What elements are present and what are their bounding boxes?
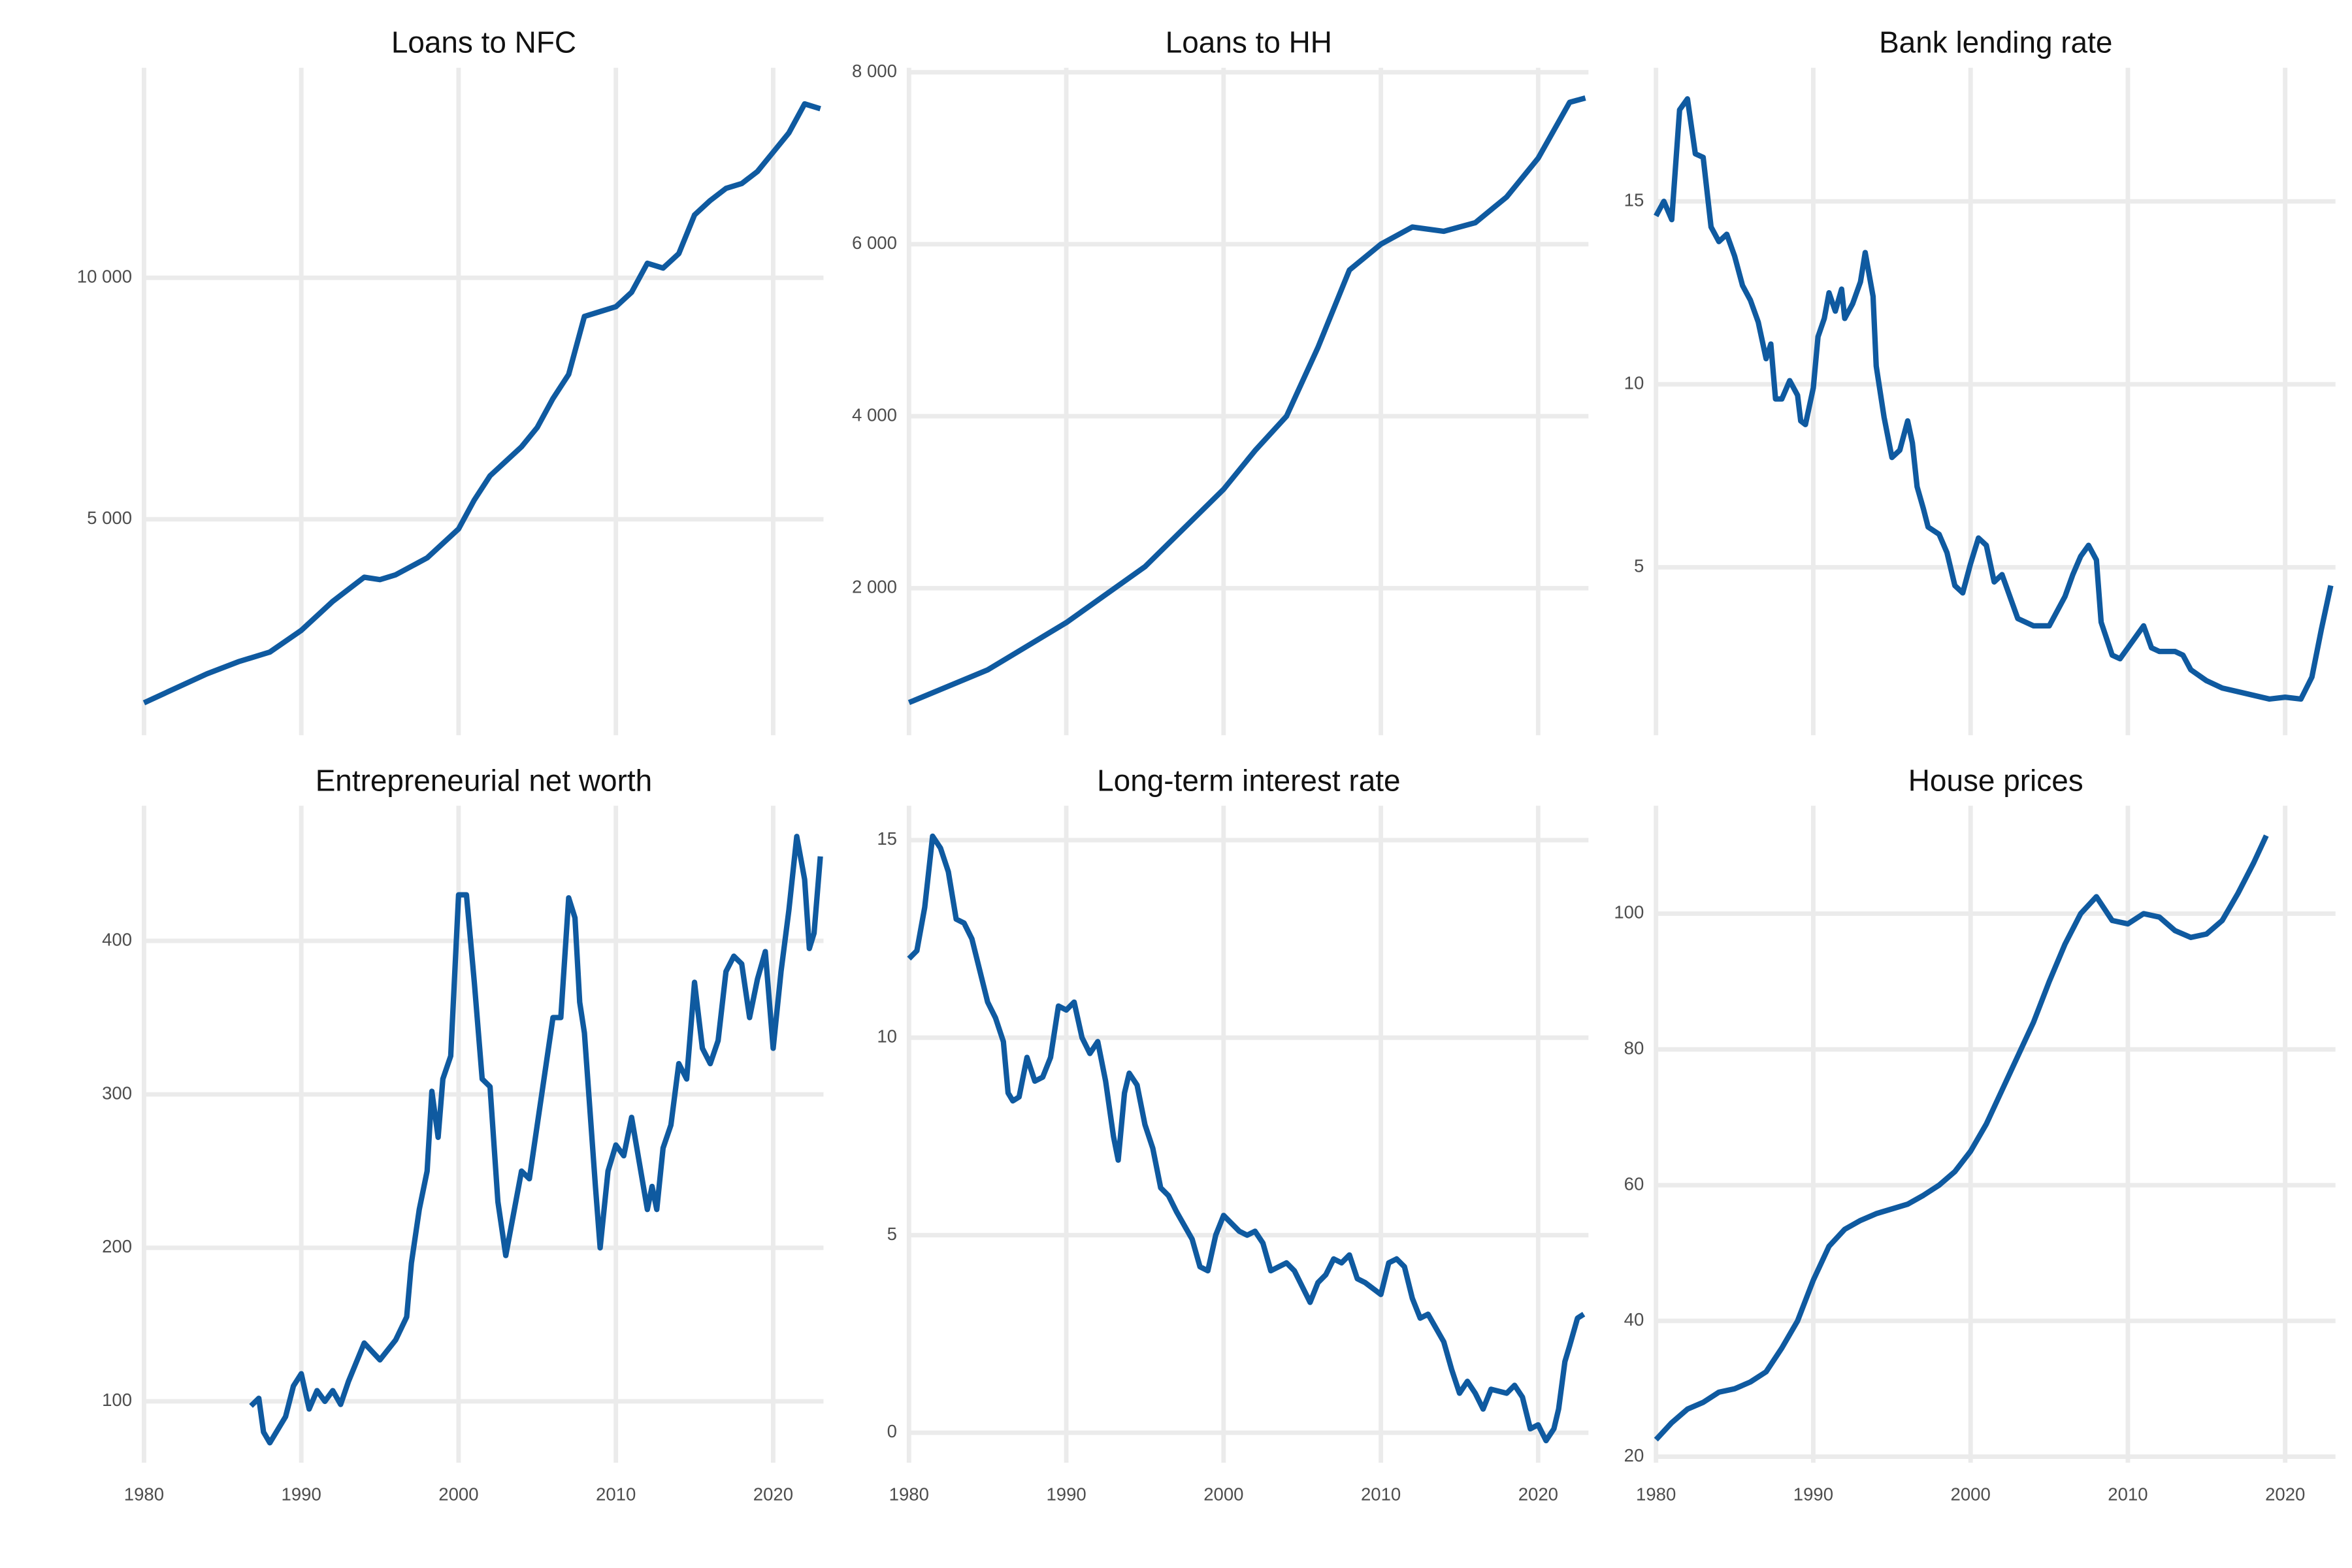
y-tick-label: 200 [102, 1236, 132, 1256]
panel: Entrepreneurial net worth 1980 1990 2000 201… [102, 763, 824, 1505]
y-tick-label: 300 [102, 1083, 132, 1103]
x-tick-label: 1980 [1636, 1484, 1676, 1505]
x-tick-label: 2020 [2265, 1484, 2305, 1505]
x-tick-label: 1990 [1046, 1484, 1086, 1505]
x-tick-label: 2010 [2108, 1484, 2148, 1505]
x-tick-label: 1980 [889, 1484, 929, 1505]
panel-title: Bank lending rate [1879, 25, 2112, 59]
y-tick-label: 15 [877, 828, 897, 849]
panel: Long-term interest rate 1980 1990 2000 2010 2… [877, 763, 1589, 1505]
y-tick-label: 2 000 [852, 577, 897, 597]
y-tick-label: 5 000 [87, 508, 132, 528]
data-line [249, 834, 823, 1446]
panel-title: Entrepreneurial net worth [316, 763, 652, 797]
y-tick-label: 8 000 [852, 61, 897, 81]
y-tick-label: 400 [102, 929, 132, 949]
data-line [1654, 834, 2269, 1442]
y-tick-label: 15 [1624, 189, 1644, 210]
y-tick-label: 5 [887, 1224, 897, 1244]
x-tick-label: 2010 [596, 1484, 636, 1505]
x-tick-label: 2010 [1361, 1484, 1401, 1505]
x-tick-label: 2000 [1951, 1484, 1991, 1505]
x-tick-label: 2020 [1518, 1484, 1558, 1505]
y-tick-label: 100 [102, 1390, 132, 1410]
y-tick-label: 5 [1634, 556, 1644, 576]
y-tick-label: 10 [877, 1026, 897, 1047]
y-tick-label: 10 000 [77, 266, 132, 286]
y-tick-label: 60 [1624, 1173, 1644, 1194]
data-line [1654, 96, 2334, 702]
x-tick-label: 2020 [753, 1484, 793, 1505]
data-line [907, 95, 1586, 706]
data-line [142, 101, 821, 706]
x-tick-label: 2000 [438, 1484, 478, 1505]
panel-title: Long-term interest rate [1097, 763, 1400, 797]
y-tick-label: 80 [1624, 1038, 1644, 1058]
x-tick-label: 1980 [124, 1484, 164, 1505]
y-tick-label: 100 [1614, 902, 1644, 923]
x-tick-label: 1990 [1793, 1484, 1833, 1505]
x-tick-label: 2000 [1203, 1484, 1243, 1505]
panel-title: House prices [1908, 763, 2083, 797]
panel-title: Loans to HH [1166, 25, 1332, 59]
x-tick-label: 1990 [282, 1484, 321, 1505]
y-tick-label: 40 [1624, 1309, 1644, 1330]
panel: Loans to NFC 5 000 10 000 [77, 25, 824, 736]
panel-title: Loans to NFC [391, 25, 576, 59]
y-tick-label: 4 000 [852, 404, 897, 425]
panel: Loans to HH 2 000 4 000 6 000 8 000 [852, 25, 1589, 736]
y-tick-label: 0 [887, 1421, 897, 1441]
data-line [907, 833, 1586, 1444]
y-tick-label: 10 [1624, 372, 1644, 393]
y-tick-label: 6 000 [852, 233, 897, 253]
y-tick-label: 20 [1624, 1445, 1644, 1465]
panel: Bank lending rate 5 10 15 [1624, 25, 2336, 736]
